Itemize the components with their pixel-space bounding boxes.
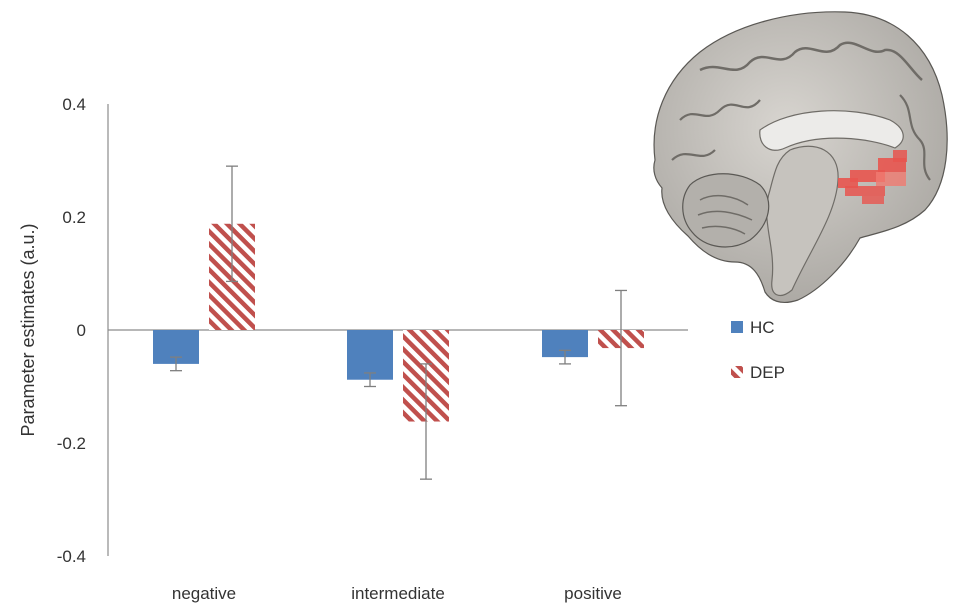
category-label-negative: negative: [172, 584, 236, 603]
legend-label-hc: HC: [750, 318, 775, 337]
legend: HC DEP: [731, 318, 785, 382]
sagittal-brain-mri-icon: [653, 11, 948, 304]
legend-swatch-dep: [731, 366, 743, 378]
legend-label-dep: DEP: [750, 363, 785, 382]
legend-swatch-hc: [731, 321, 743, 333]
y-tick-label: 0.2: [62, 208, 86, 227]
category-labels: negative intermediate positive: [172, 584, 622, 603]
error-bars: [170, 165, 627, 480]
axes: [107, 104, 688, 556]
category-label-intermediate: intermediate: [351, 584, 445, 603]
y-tick-labels: 0.4 0.2 0 -0.2 -0.4: [57, 95, 86, 566]
y-tick-label: -0.4: [57, 547, 86, 566]
y-axis-label: Parameter estimates (a.u.): [18, 223, 38, 436]
y-tick-label: 0: [77, 321, 86, 340]
y-tick-label: -0.2: [57, 434, 86, 453]
bar-hc-intermediate: [347, 330, 393, 380]
y-tick-label: 0.4: [62, 95, 86, 114]
category-label-positive: positive: [564, 584, 622, 603]
bars: [153, 223, 644, 422]
